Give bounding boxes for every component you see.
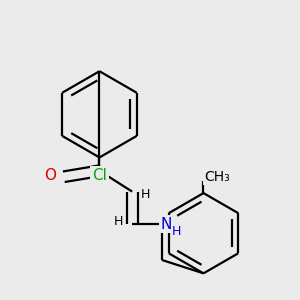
Text: CH₃: CH₃ xyxy=(204,170,230,184)
Text: Cl: Cl xyxy=(92,168,107,183)
Text: H: H xyxy=(172,225,182,238)
Text: N: N xyxy=(161,217,172,232)
Text: H: H xyxy=(114,215,124,228)
Text: O: O xyxy=(44,168,56,183)
Text: H: H xyxy=(141,188,150,201)
